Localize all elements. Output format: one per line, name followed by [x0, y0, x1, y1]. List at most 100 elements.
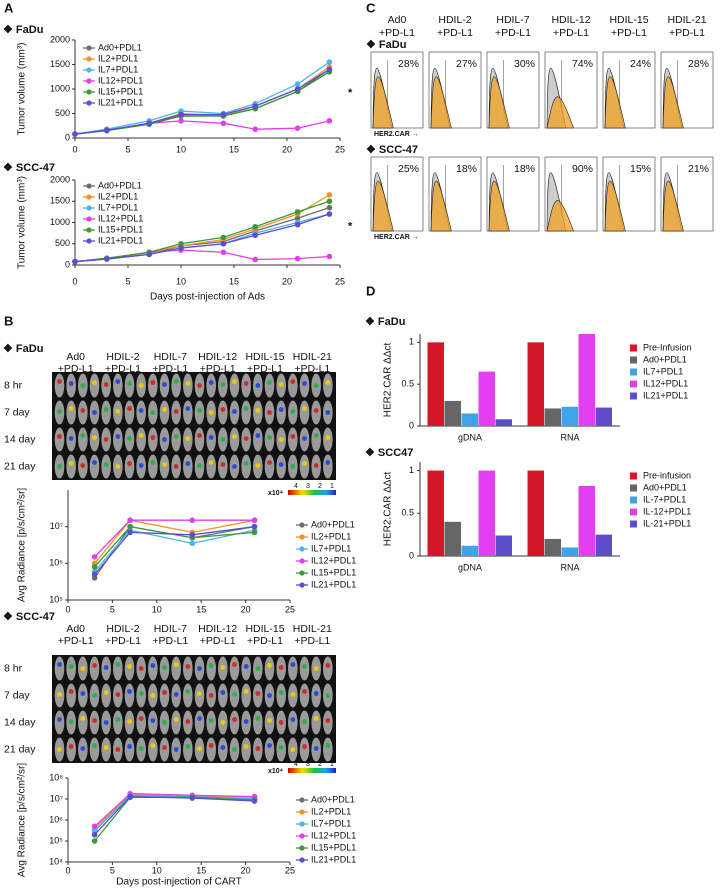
- data-point: [220, 111, 227, 118]
- percent-label: 90%: [572, 163, 593, 175]
- x-axis-label: Days post-injection of Ads: [150, 292, 265, 303]
- group-header: +PD-L1: [152, 363, 188, 375]
- y-tick-label: 1: [409, 465, 414, 475]
- x-tick-label: RNA: [560, 432, 579, 442]
- signal: [162, 745, 167, 750]
- legend-marker: [86, 183, 92, 189]
- row-label: 21 day: [4, 743, 36, 755]
- mouse: [113, 373, 123, 398]
- legend-swatch: [630, 520, 637, 528]
- colorbar-tick: 2: [318, 483, 322, 490]
- signal: [127, 719, 132, 724]
- x-tick-label: 5: [110, 604, 115, 614]
- mouse: [264, 454, 275, 479]
- mouse: [311, 427, 321, 452]
- legend-swatch: [630, 368, 637, 376]
- signal: [197, 433, 202, 438]
- signal: [115, 662, 121, 667]
- mouse: [159, 400, 170, 425]
- legend-label: IL7+PDL1: [311, 818, 351, 828]
- mouse: [323, 373, 333, 398]
- colorbar: [288, 768, 336, 773]
- signal: [243, 689, 249, 694]
- y-tick-label: 1000: [50, 217, 70, 227]
- signal: [208, 693, 214, 698]
- signal: [243, 744, 249, 749]
- series-line: [74, 68, 330, 135]
- series-line: [74, 213, 330, 263]
- histogram: [662, 76, 684, 129]
- mouse: [241, 454, 251, 479]
- signal: [232, 379, 237, 384]
- flow-axis-label: HER2.CAR →: [374, 131, 419, 138]
- row-label: 14 day: [4, 716, 36, 728]
- signal: [232, 692, 237, 697]
- group-header: HDIL-7: [154, 351, 187, 363]
- signal: [290, 434, 296, 439]
- percent-label: 18%: [456, 163, 477, 175]
- mouse: [323, 737, 333, 762]
- mouse: [218, 683, 228, 708]
- legend-label: IL12+PDL1: [98, 213, 143, 223]
- x-tick-label: 0: [65, 604, 70, 614]
- mouse: [148, 656, 158, 681]
- signal: [185, 436, 191, 441]
- legend-marker: [86, 216, 92, 222]
- mouse: [171, 656, 181, 681]
- signal: [232, 464, 237, 469]
- data-point: [127, 523, 133, 530]
- mouse: [113, 427, 123, 452]
- data-point: [326, 66, 333, 73]
- data-point: [294, 221, 301, 228]
- legend-label: Ad0+PDL1: [643, 482, 687, 492]
- data-point: [220, 249, 227, 256]
- histogram: [430, 180, 452, 232]
- signal: [232, 747, 237, 752]
- percent-label: 24%: [630, 58, 651, 70]
- bar: [478, 470, 495, 556]
- mouse: [89, 737, 100, 762]
- mouse: [54, 710, 65, 735]
- signal: [138, 383, 144, 388]
- series-line: [94, 519, 255, 558]
- y-tick-label: 0: [409, 550, 414, 560]
- mouse: [124, 454, 135, 479]
- legend-label: IL12+PDL1: [311, 830, 356, 840]
- y-axis-label: Tumor volume (mm³): [17, 43, 28, 136]
- signal: [173, 409, 179, 414]
- histogram: [372, 180, 394, 232]
- x-tick-label: RNA: [560, 562, 579, 572]
- group-header: +PD-L1: [105, 635, 141, 647]
- signal: [103, 462, 109, 467]
- legend-swatch: [630, 508, 637, 516]
- mouse: [299, 683, 310, 708]
- imaging-title: ❖ SCC-47: [3, 611, 55, 623]
- mouse: [183, 400, 193, 425]
- legend-marker: [299, 821, 305, 827]
- signal: [313, 463, 319, 468]
- data-point: [72, 258, 78, 265]
- signal: [313, 383, 319, 388]
- colorbar-tick: 3: [306, 761, 310, 768]
- signal: [103, 382, 109, 387]
- signal: [255, 463, 261, 468]
- data-point: [220, 120, 227, 127]
- mouse: [253, 710, 263, 735]
- legend-marker: [86, 227, 92, 233]
- x-tick-label: 5: [125, 276, 130, 286]
- y-tick-label: 10⁶: [49, 558, 63, 568]
- signal: [127, 664, 132, 669]
- signal: [162, 407, 167, 412]
- legend-marker: [299, 809, 305, 815]
- signal: [232, 409, 237, 414]
- colorbar-tick: 2: [318, 761, 322, 768]
- y-tick-label: 10⁵: [49, 594, 63, 604]
- group-header: +PD-L1: [247, 363, 283, 375]
- legend-label: IL-21+PDL1: [643, 518, 691, 528]
- signal: [208, 743, 214, 748]
- mouse: [101, 400, 111, 425]
- bar: [544, 408, 561, 426]
- legend-label: IL2+PDL1: [311, 531, 351, 541]
- legend-label: IL15+PDL1: [311, 842, 356, 852]
- signal: [150, 435, 156, 440]
